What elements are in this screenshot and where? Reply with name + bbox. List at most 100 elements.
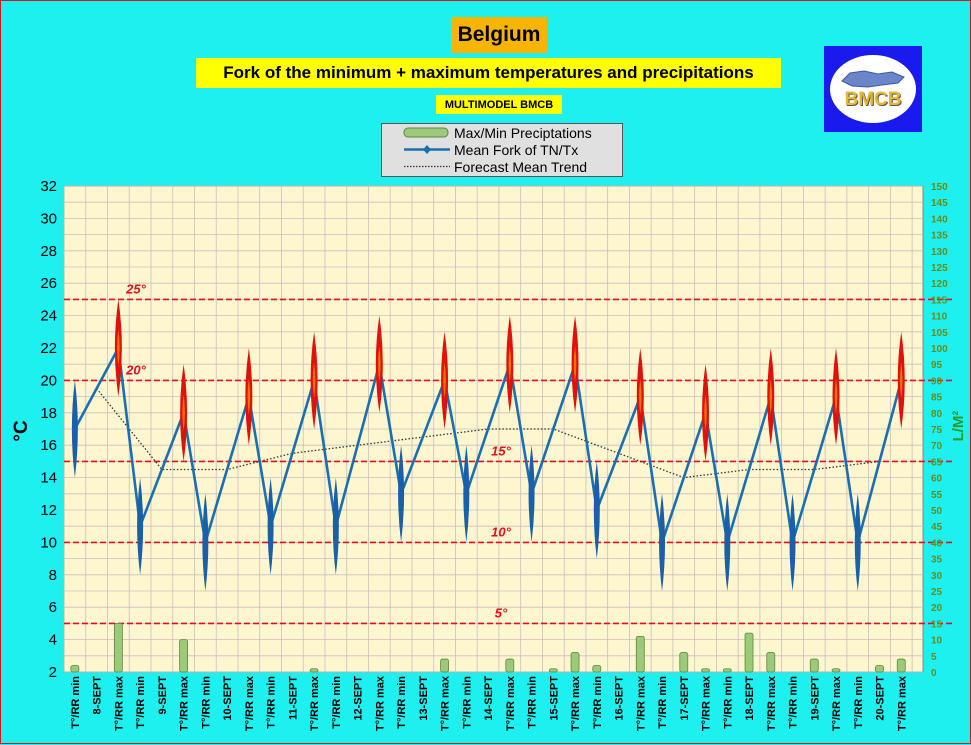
- y-tick-label: 6: [49, 599, 57, 616]
- min-spindle-marker: [593, 461, 600, 559]
- y2-tick-label: 125: [931, 263, 948, 274]
- mean-polyline: [73, 343, 903, 543]
- x-date-label: 13-SEPT: [418, 676, 430, 721]
- x-tick-label: T°/RR min: [657, 676, 669, 729]
- markers: [71, 299, 905, 591]
- min-spindle-marker: [659, 493, 666, 591]
- precip-bar: [744, 632, 754, 673]
- x-axis: T°/RR min 8-SEPT T°/RR max T°/RR min 9-SEPT T…: [70, 675, 908, 731]
- y2-tick-label: 15: [931, 619, 943, 630]
- legend-label: Forecast Mean Trend: [454, 158, 588, 175]
- y2-tick-label: 5: [931, 652, 937, 663]
- x-date-label: 11-SEPT: [287, 676, 299, 720]
- legend: Max/Min Preciptations Mean Fork of TN/Tx…: [381, 123, 623, 177]
- mean-line: [73, 343, 903, 543]
- y-tick-label: 4: [49, 632, 57, 649]
- x-tick-label: T°/RR max: [570, 675, 582, 731]
- precip-swatch-icon: [403, 127, 449, 138]
- y2-tick-label: 135: [931, 231, 948, 242]
- y-tick-label: 16: [40, 437, 57, 454]
- precip-bar: [548, 668, 558, 673]
- y2-tick-label: 45: [931, 522, 943, 533]
- y2-tick-label: 80: [931, 409, 943, 420]
- x-date-label: 9-SEPT: [157, 676, 169, 715]
- y2-tick-label: 140: [931, 214, 948, 225]
- y-tick-label: 18: [40, 405, 57, 422]
- x-tick-label: T°/RR min: [266, 676, 278, 729]
- min-spindle-marker: [854, 493, 861, 591]
- x-date-label: 15-SEPT: [548, 676, 560, 721]
- x-date-label: 14-SEPT: [483, 676, 495, 721]
- x-date-label: 19-SEPT: [809, 676, 821, 721]
- y2-tick-label: 120: [931, 279, 948, 290]
- legend-item-precip: Max/Min Preciptations: [382, 124, 622, 141]
- line-marker-swatch-icon: [404, 145, 450, 154]
- ref-label-5: 5°: [495, 605, 508, 620]
- y-tick-label: 22: [40, 340, 57, 357]
- legend-item-mean: Mean Fork of TN/Tx: [382, 141, 622, 158]
- min-spindle-marker: [528, 445, 535, 543]
- bmcb-logo: BMCB: [824, 46, 922, 132]
- precip-bar: [570, 652, 580, 673]
- y-tick-label: 12: [40, 502, 57, 519]
- min-spindle-marker: [463, 445, 470, 543]
- x-tick-label: T°/RR min: [70, 676, 82, 729]
- y2-tick-label: 30: [931, 571, 943, 582]
- x-tick-label: T°/RR max: [374, 675, 386, 731]
- reference-lines: 25° 20° 15° 10° 5°: [64, 281, 953, 625]
- x-tick-label: T°/RR min: [200, 676, 212, 729]
- precip-bar: [179, 639, 189, 673]
- x-date-label: 10-SEPT: [222, 676, 234, 721]
- precip-bar: [809, 658, 819, 673]
- x-tick-label: T°/RR min: [788, 676, 800, 729]
- y-tick-label: 8: [49, 567, 57, 584]
- y2-tick-label: 105: [931, 328, 948, 339]
- x-tick-label: T°/RR max: [113, 675, 125, 731]
- y-tick-label: 26: [40, 275, 57, 292]
- x-date-label: 20-SEPT: [875, 676, 887, 721]
- x-tick-label: T°/RR max: [831, 675, 843, 731]
- x-tick-label: T°/RR max: [179, 675, 191, 731]
- precip-bar: [701, 668, 710, 673]
- max-spindle-core: [639, 378, 642, 415]
- x-tick-label: T°/RR min: [396, 676, 408, 729]
- y2-tick-label: 60: [931, 474, 943, 485]
- precip-bar: [896, 658, 906, 673]
- y2-tick-label: 0: [931, 668, 937, 679]
- x-tick-label: T°/RR max: [635, 675, 647, 731]
- x-tick-label: T°/RR min: [461, 676, 473, 729]
- min-spindle-marker: [789, 493, 796, 591]
- y2-tick-label: 50: [931, 506, 943, 517]
- x-date-label: 16-SEPT: [614, 676, 626, 721]
- x-date-label: 17-SEPT: [679, 676, 691, 721]
- max-spindle-core: [573, 346, 577, 383]
- precip-bars: [70, 623, 906, 673]
- max-spindle-core: [769, 378, 773, 415]
- y-tick-label: 30: [40, 210, 57, 227]
- x-tick-label: T°/RR max: [244, 675, 256, 731]
- legend-label: Mean Fork of TN/Tx: [454, 141, 579, 158]
- y2-tick-label: 70: [931, 441, 943, 452]
- y-tick-label: 24: [40, 308, 57, 325]
- y2-tick-label: 75: [931, 425, 943, 436]
- precip-bar: [440, 658, 449, 673]
- precip-bar: [113, 623, 123, 673]
- ref-label-10: 10°: [491, 524, 511, 539]
- precip-bar: [766, 652, 776, 673]
- y-tick-label: 14: [40, 470, 57, 487]
- y2-tick-label: 100: [931, 344, 948, 355]
- y2-tick-label: 20: [931, 603, 943, 614]
- y2-tick-label: 95: [931, 360, 943, 371]
- y2-tick-label: 90: [931, 376, 943, 387]
- min-spindle-marker: [398, 445, 405, 543]
- y2-tick-label: 130: [931, 247, 948, 258]
- y2-tick-label: 150: [931, 182, 948, 193]
- min-spindle-marker: [202, 493, 209, 591]
- x-tick-label: T°/RR max: [309, 675, 321, 731]
- ref-label-25: 25°: [125, 281, 146, 296]
- x-tick-label: T°/RR max: [896, 675, 908, 731]
- precip-bar: [505, 658, 515, 673]
